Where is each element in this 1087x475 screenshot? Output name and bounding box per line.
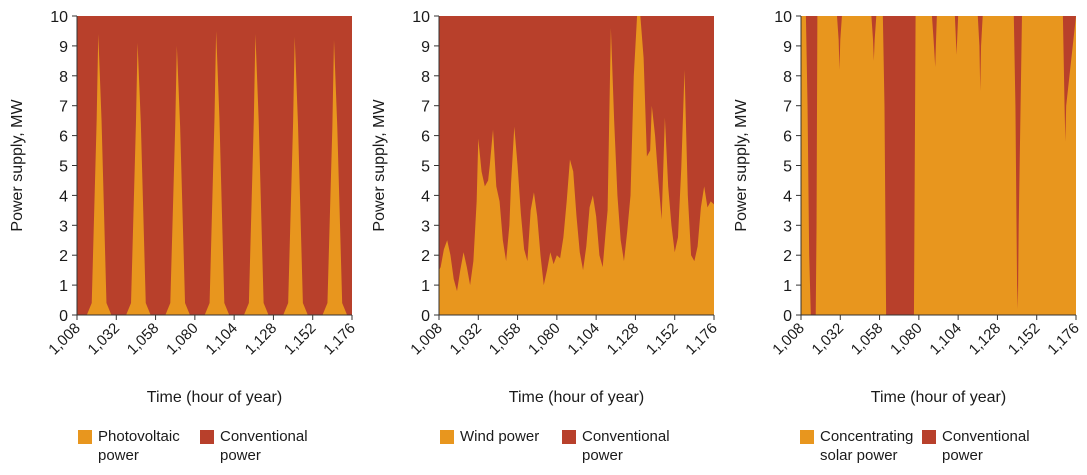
x-tick-label: 1,128 (242, 320, 281, 359)
legend-item-conventional: Conventional power (562, 427, 684, 465)
legend-swatch-wind (440, 430, 454, 444)
legend-item-wind: Wind power (440, 427, 562, 465)
y-tick-label: 3 (783, 218, 792, 235)
x-tick-label: 1,008 (769, 320, 808, 359)
y-axis-label: Power supply, MW (733, 99, 750, 232)
y-tick-label: 8 (421, 69, 430, 86)
x-tick-label: 1,176 (320, 320, 359, 359)
x-tick-label: 1,080 (163, 320, 202, 359)
y-tick-label: 0 (59, 308, 68, 325)
y-tick-label: 0 (783, 308, 792, 325)
x-tick-label: 1,128 (966, 320, 1005, 359)
y-tick-label: 4 (59, 188, 68, 205)
x-tick-label: 1,104 (202, 320, 241, 359)
x-tick-label: 1,176 (682, 320, 721, 359)
legend-swatch-conventional (922, 430, 936, 444)
y-tick-label: 1 (421, 278, 430, 295)
y-tick-label: 10 (774, 9, 792, 26)
x-tick-label: 1,080 (887, 320, 926, 359)
y-tick-label: 7 (59, 99, 68, 116)
y-axis-label: Power supply, MW (9, 99, 26, 232)
x-tick-label: 1,080 (525, 320, 564, 359)
y-tick-label: 7 (421, 99, 430, 116)
legend-label-photovoltaic: Photovoltaic power (98, 428, 180, 464)
legend-swatch-photovoltaic (78, 430, 92, 444)
y-tick-label: 10 (50, 9, 68, 26)
y-tick-label: 8 (783, 69, 792, 86)
x-tick-label: 1,058 (124, 320, 163, 359)
legend-item-csp: Concentrating solar power (800, 427, 922, 465)
renewable-power-area (439, 16, 714, 315)
x-tick-label: 1,104 (926, 320, 965, 359)
renewable-power-area (801, 16, 1076, 315)
y-tick-label: 2 (421, 248, 430, 265)
y-tick-label: 4 (783, 188, 792, 205)
legend-label-wind: Wind power (460, 428, 540, 445)
y-tick-label: 5 (421, 159, 430, 176)
x-tick-label: 1,152 (1005, 320, 1044, 359)
legend-label-conventional: Conventional power (220, 428, 308, 464)
x-tick-label: 1,058 (848, 320, 887, 359)
legend-label-csp: Concentrating solar power (820, 428, 914, 464)
legend-chart-1: Photovoltaic power Conventional power (78, 427, 322, 465)
y-tick-label: 6 (59, 129, 68, 146)
x-tick-label: 1,058 (486, 320, 525, 359)
legend-item-conventional: Conventional power (922, 427, 1044, 465)
legend-label-conventional: Conventional power (942, 428, 1030, 464)
y-tick-label: 10 (412, 9, 430, 26)
y-tick-label: 2 (59, 248, 68, 265)
y-axis-label: Power supply, MW (371, 99, 388, 232)
x-tick-label: 1,152 (281, 320, 320, 359)
x-tick-label: 1,032 (85, 320, 124, 359)
y-tick-label: 6 (421, 129, 430, 146)
x-tick-label: 1,128 (604, 320, 643, 359)
y-tick-label: 8 (59, 69, 68, 86)
x-tick-label: 1,008 (407, 320, 446, 359)
legend-item-conventional: Conventional power (200, 427, 322, 465)
x-axis-label: Time (hour of year) (147, 389, 282, 406)
y-tick-label: 0 (421, 308, 430, 325)
legend-chart-2: Wind power Conventional power (440, 427, 684, 465)
y-tick-label: 9 (421, 39, 430, 56)
y-tick-label: 3 (59, 218, 68, 235)
y-tick-label: 4 (421, 188, 430, 205)
renewable-power-area (77, 30, 352, 315)
x-tick-label: 1,032 (809, 320, 848, 359)
legend-swatch-conventional (562, 430, 576, 444)
y-tick-label: 3 (421, 218, 430, 235)
legend-label-conventional: Conventional power (582, 428, 670, 464)
y-tick-label: 2 (783, 248, 792, 265)
y-tick-label: 1 (783, 278, 792, 295)
y-tick-label: 1 (59, 278, 68, 295)
y-tick-label: 9 (59, 39, 68, 56)
y-tick-label: 6 (783, 129, 792, 146)
x-axis-label: Time (hour of year) (871, 389, 1006, 406)
legend-item-photovoltaic: Photovoltaic power (78, 427, 200, 465)
x-tick-label: 1,032 (447, 320, 486, 359)
legend-swatch-csp (800, 430, 814, 444)
x-tick-label: 1,152 (643, 320, 682, 359)
y-tick-label: 9 (783, 39, 792, 56)
y-tick-label: 5 (59, 159, 68, 176)
x-tick-label: 1,104 (564, 320, 603, 359)
x-tick-label: 1,176 (1044, 320, 1083, 359)
y-tick-label: 5 (783, 159, 792, 176)
x-tick-label: 1,008 (45, 320, 84, 359)
x-axis-label: Time (hour of year) (509, 389, 644, 406)
legend-swatch-conventional (200, 430, 214, 444)
y-tick-label: 7 (783, 99, 792, 116)
legend-chart-3: Concentrating solar power Conventional p… (800, 427, 1044, 465)
